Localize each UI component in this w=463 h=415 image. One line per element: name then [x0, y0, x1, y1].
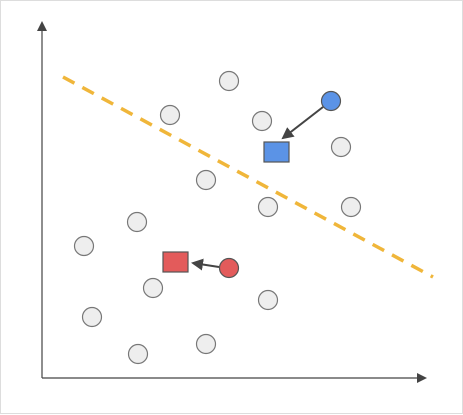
- red-point: [218, 257, 240, 279]
- neutral-point: [81, 306, 103, 328]
- neutral-point: [142, 277, 164, 299]
- blue-shift-arrow: [281, 106, 324, 140]
- neutral-point: [330, 136, 352, 158]
- neutral-point: [127, 343, 149, 365]
- decision-boundary-line: [62, 75, 434, 279]
- red-shift-arrow: [191, 258, 220, 271]
- neutral-point: [126, 211, 148, 233]
- neutral-point: [195, 169, 217, 191]
- neutral-point: [218, 70, 240, 92]
- blue-point: [320, 90, 342, 112]
- neutral-point: [257, 196, 279, 218]
- neutral-point: [251, 110, 273, 132]
- neutral-point: [159, 104, 181, 126]
- neutral-point: [73, 235, 95, 257]
- neutral-points: [73, 70, 362, 365]
- neutral-point: [195, 333, 217, 355]
- neutral-point: [340, 196, 362, 218]
- red-square: [162, 251, 189, 273]
- blue-square: [263, 141, 290, 163]
- neutral-point: [257, 289, 279, 311]
